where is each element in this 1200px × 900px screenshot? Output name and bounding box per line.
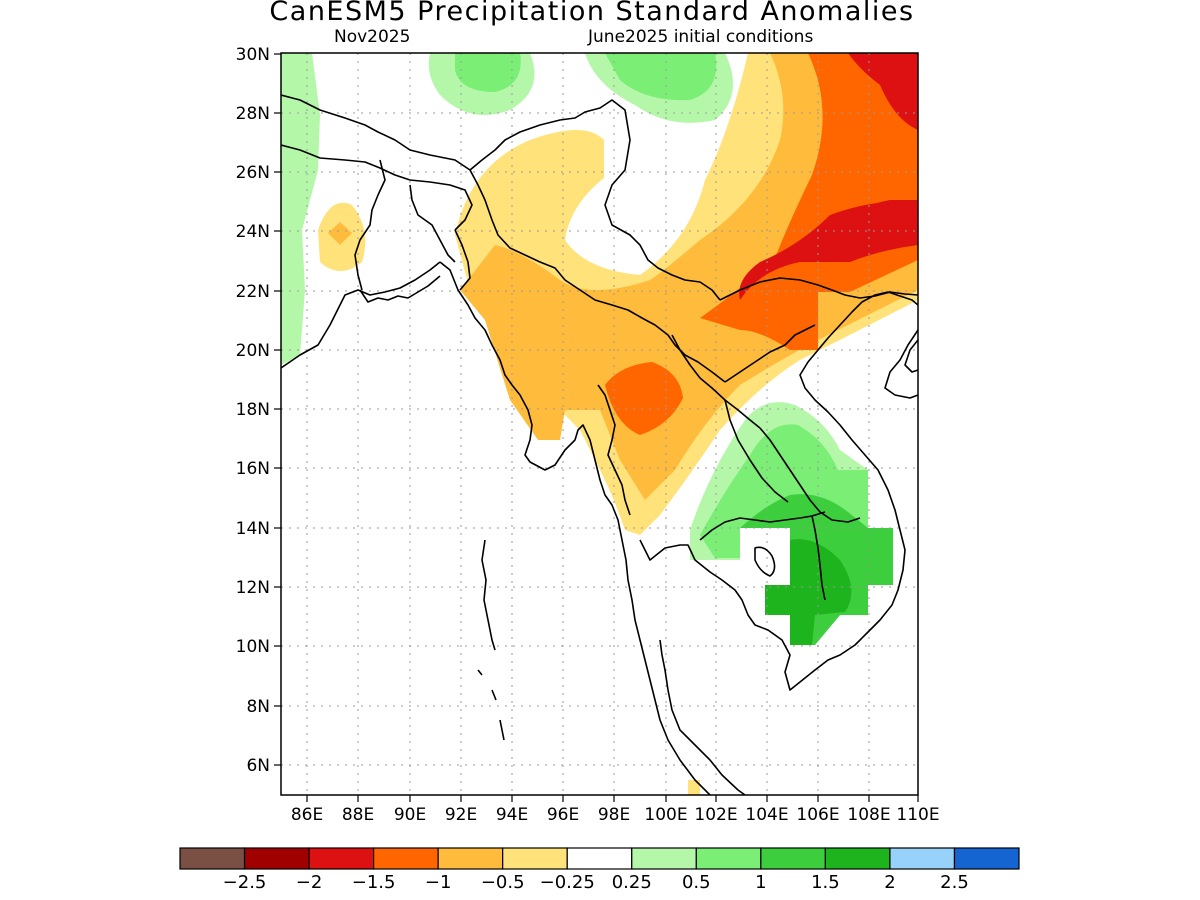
positive-anomaly-north-1-core [455,53,521,92]
colorbar-label: 2.5 [940,872,969,893]
map-area [281,53,918,795]
colorbar-swatch [373,847,439,870]
lon-label: 104E [745,805,788,825]
lon-label: 90E [394,805,426,825]
longitude-labels: 86E 88E 90E 92E 94E 96E 98E 100E 102E 10… [291,805,940,825]
colorbar-label: −2.5 [223,872,267,893]
colorbar-label: 0.25 [612,872,652,893]
colorbar-swatch [566,847,633,870]
negative-anomaly-northeast-strong [848,53,918,130]
lon-label: 86E [291,805,323,825]
negative-anomaly-south-tip [688,780,700,795]
colorbar-swatch [824,847,891,870]
lon-label: 88E [342,805,374,825]
lon-label: 92E [445,805,477,825]
colorbar-labels: −2.5 −2 −1.5 −1 −0.5 −0.25 0.25 0.5 1 1.5 2 2.5 [223,872,969,893]
colorbar-swatch [889,847,956,870]
colorbar-swatch [179,847,246,870]
lon-label: 100E [644,805,687,825]
colorbar-label: 1 [755,872,766,893]
lon-label: 94E [496,805,528,825]
colorbar-label: 1.5 [811,872,840,893]
lat-label: 16N [236,459,270,479]
colorbar-swatch [437,847,504,870]
lat-label: 26N [236,163,270,183]
coastlines-borders [281,94,918,795]
colorbar-swatch [243,847,310,870]
colorbar-label: −0.5 [481,872,525,893]
colorbar-label: −2 [296,872,323,893]
colorbar-swatch [308,847,375,870]
lat-label: 14N [236,519,270,539]
colorbar-swatch [760,847,826,870]
negative-anomaly-thailand [605,362,683,435]
lat-label: 10N [236,637,270,657]
colorbar-swatch [695,847,762,870]
colorbar-swatch [631,847,697,870]
colorbar-label: 0.5 [682,872,711,893]
lat-label: 8N [246,697,270,717]
lat-label: 20N [236,341,270,361]
colorbar-label: −0.25 [540,872,595,893]
latitude-labels: 30N 28N 26N 24N 22N 20N 18N 16N 14N 12N … [236,45,270,776]
map-title: CanESM5 Precipitation Standard Anomalies [269,0,915,27]
negative-anomaly-band-moderate [460,53,918,500]
colorbar-label: 2 [884,872,895,893]
lon-label: 98E [598,805,630,825]
colorbar-label: −1 [425,872,452,893]
lat-label: 24N [236,222,270,242]
lat-label: 18N [236,400,270,420]
valid-month-label: Nov2025 [334,27,411,47]
negative-anomaly-east [700,53,918,350]
lat-label: 30N [236,45,270,65]
lat-label: 12N [236,578,270,598]
lon-label: 108E [847,805,890,825]
colorbar-legend [179,847,1020,870]
lon-label: 96E [547,805,579,825]
colorbar-swatch [953,847,1020,870]
map-frame [280,52,919,796]
negative-anomaly-bangladesh-core [328,222,352,245]
lon-label: 102E [694,805,737,825]
positive-anomaly-indochina-strong [765,539,852,645]
lat-label: 22N [236,282,270,302]
lat-label: 6N [246,756,270,776]
lon-label: 110E [896,805,939,825]
positive-anomaly-west [281,53,320,365]
lon-label: 106E [796,805,839,825]
anomaly-shading [281,53,918,795]
positive-anomaly-north-2-core [605,53,717,101]
lat-label: 28N [236,104,270,124]
initial-conditions-label: June2025 initial conditions [588,27,814,47]
colorbar-swatch [502,847,568,870]
axis-ticks [274,53,919,802]
colorbar-label: −1.5 [352,872,396,893]
near-zero-cambodia [740,528,790,585]
